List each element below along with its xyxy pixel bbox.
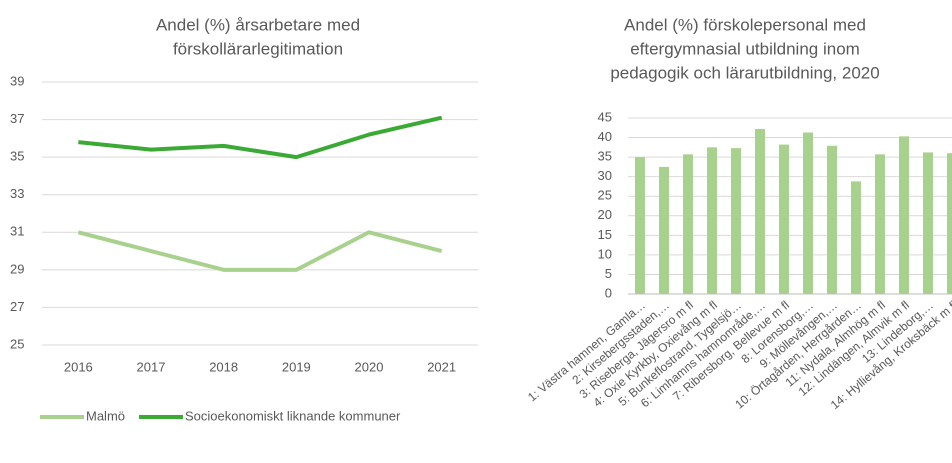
y-tick-label: 15 <box>598 227 612 242</box>
y-tick-label: 30 <box>598 168 612 183</box>
y-tick-label: 39 <box>10 73 24 88</box>
bar <box>707 147 717 294</box>
line-series <box>77 230 443 272</box>
bar <box>659 166 669 294</box>
chart-title: Andel (%) årsarbetare med <box>156 15 360 34</box>
bar <box>923 152 933 294</box>
chart-title: förskollärarlegitimation <box>173 39 343 58</box>
y-tick-label: 35 <box>10 149 24 164</box>
y-tick-label: 0 <box>605 285 612 300</box>
y-tick-label: 25 <box>598 188 612 203</box>
y-tick-label: 5 <box>605 266 612 281</box>
x-tick-label: 2017 <box>137 359 166 374</box>
chart-title: eftergymnasial utbildning inom <box>630 39 860 58</box>
y-tick-label: 45 <box>598 109 612 124</box>
bar <box>827 145 837 294</box>
bar <box>683 154 693 294</box>
legend-label: Socioekonomiskt liknande kommuner <box>185 408 401 423</box>
x-tick-label: 2020 <box>355 359 384 374</box>
x-tick-label: 2018 <box>209 359 238 374</box>
y-tick-label: 27 <box>10 299 24 314</box>
chart-title: pedagogik och lärarutbildning, 2020 <box>610 63 879 82</box>
x-tick-label: 2021 <box>427 359 456 374</box>
x-tick-label: 2019 <box>282 359 311 374</box>
y-tick-label: 31 <box>10 224 24 239</box>
y-tick-label: 40 <box>598 129 612 144</box>
legend-label: Malmö <box>86 408 125 423</box>
y-tick-label: 25 <box>10 336 24 351</box>
y-tick-label: 37 <box>10 111 24 126</box>
bar <box>851 181 861 294</box>
chart-title: Andel (%) förskolepersonal med <box>624 15 866 34</box>
y-tick-label: 10 <box>598 246 612 261</box>
y-tick-label: 20 <box>598 207 612 222</box>
y-tick-label: 33 <box>10 186 24 201</box>
bar <box>779 144 789 294</box>
y-tick-label: 35 <box>598 149 612 164</box>
x-tick-label: 2016 <box>64 359 93 374</box>
bar <box>635 157 645 294</box>
bar <box>947 153 952 294</box>
bar <box>875 154 885 294</box>
bar <box>899 136 909 294</box>
line-series <box>78 115 443 160</box>
bar <box>755 128 765 294</box>
y-tick-label: 29 <box>10 261 24 276</box>
bar <box>803 132 813 294</box>
bar <box>731 148 741 294</box>
